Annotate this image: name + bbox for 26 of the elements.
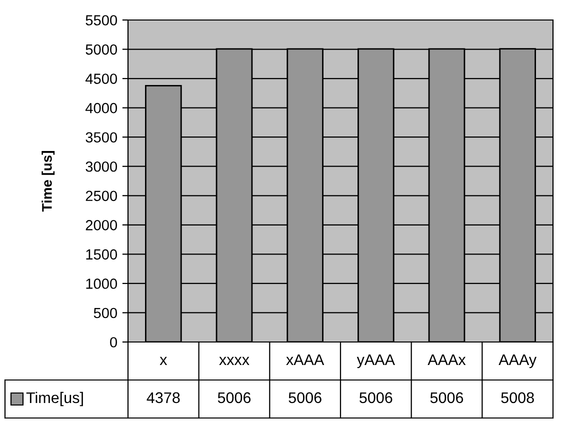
y-tick-label: 5500 xyxy=(86,15,118,26)
y-tick-label: 4000 xyxy=(85,102,118,114)
y-axis-title: Time [us] xyxy=(42,151,55,212)
x-tick-label: x xyxy=(160,356,168,365)
data-label: 5006 xyxy=(218,392,251,404)
y-tick-label: 3500 xyxy=(86,132,118,143)
x-tick-label: xAAA xyxy=(286,354,324,365)
x-tick-label: yAAA xyxy=(356,354,395,368)
data-label: 5006 xyxy=(430,392,464,404)
y-tick-label: 500 xyxy=(94,308,118,318)
x-tick-label: AAAx xyxy=(428,354,466,365)
y-tick-label: 3000 xyxy=(86,161,118,172)
data-label: 4378 xyxy=(146,392,180,404)
x-tick-label: AAAy xyxy=(498,354,537,368)
y-tick-label: 2000 xyxy=(86,220,118,230)
y-tick-label: 1000 xyxy=(86,278,118,289)
y-tick-label: 5000 xyxy=(86,44,118,55)
data-label: 5006 xyxy=(360,392,392,404)
y-tick-label: 1500 xyxy=(86,249,118,260)
y-tick-label: 2500 xyxy=(86,190,118,202)
data-label: 5006 xyxy=(288,392,322,404)
y-tick-label: 0 xyxy=(110,337,118,348)
y-tick-label: 4500 xyxy=(85,74,118,84)
data-label: 5008 xyxy=(501,392,534,404)
x-tick-label: xxxx xyxy=(219,356,250,365)
legend-label: Time[us] xyxy=(26,392,83,406)
